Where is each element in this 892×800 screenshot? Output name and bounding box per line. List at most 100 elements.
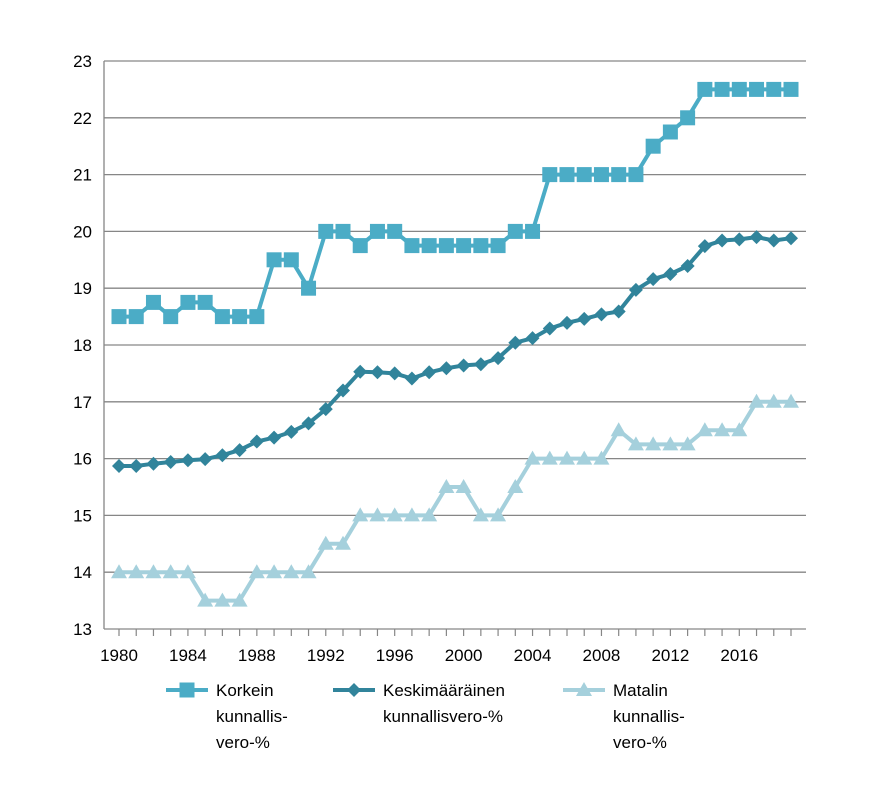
legend-label: vero-% <box>613 733 667 752</box>
y-tick-label: 15 <box>73 506 92 525</box>
data-point <box>472 507 489 522</box>
data-point <box>421 507 438 522</box>
data-point <box>610 422 627 437</box>
data-point <box>645 138 661 154</box>
y-tick-label: 23 <box>73 52 92 71</box>
series-line <box>119 87 791 319</box>
data-point <box>439 361 454 376</box>
data-point <box>456 238 472 254</box>
data-point <box>783 393 799 408</box>
legend-label: Keskimääräinen <box>383 681 505 700</box>
data-point <box>490 238 506 254</box>
data-point <box>215 448 230 463</box>
data-point <box>145 564 162 579</box>
data-point <box>714 422 731 437</box>
data-point <box>507 223 523 239</box>
series-2 <box>112 230 798 473</box>
data-point <box>248 564 265 579</box>
legend-marker <box>576 682 592 696</box>
series-3 <box>111 393 799 607</box>
data-point <box>128 564 145 579</box>
data-point <box>491 351 506 366</box>
data-point <box>214 592 231 607</box>
data-point <box>662 124 678 140</box>
data-point <box>197 592 214 607</box>
data-point <box>386 507 403 522</box>
x-tick-label: 2000 <box>445 646 483 665</box>
legend-item-2: Keskimääräinen kunnallisvero-% <box>333 681 505 726</box>
legend-label: Matalin <box>613 681 668 700</box>
legend-label: Korkein <box>216 681 274 700</box>
y-tick-label: 16 <box>73 450 92 469</box>
data-point <box>180 294 196 310</box>
data-point <box>593 450 610 465</box>
data-point <box>179 564 196 579</box>
data-point <box>352 238 368 254</box>
data-point <box>145 294 161 310</box>
y-tick-label: 18 <box>73 336 92 355</box>
data-point <box>473 357 488 372</box>
data-point <box>749 81 765 97</box>
data-point <box>765 393 782 408</box>
data-point <box>680 259 695 274</box>
data-point <box>525 223 541 239</box>
data-point <box>163 309 179 325</box>
data-point <box>214 309 230 325</box>
data-point <box>731 81 747 97</box>
data-point <box>301 416 316 431</box>
data-point <box>422 365 437 380</box>
data-point <box>335 223 351 239</box>
data-point <box>645 436 662 451</box>
data-point <box>249 309 265 325</box>
data-point <box>508 335 523 350</box>
data-point <box>283 564 300 579</box>
series-line <box>119 235 792 468</box>
data-point <box>594 307 609 322</box>
data-point <box>748 393 765 408</box>
data-point <box>403 507 420 522</box>
x-tick-label: 1984 <box>169 646 207 665</box>
y-tick-label: 22 <box>73 109 92 128</box>
data-point <box>129 458 144 473</box>
data-point <box>577 311 592 326</box>
data-point <box>336 383 350 398</box>
data-point <box>662 436 679 451</box>
data-point <box>541 450 558 465</box>
data-point <box>524 450 541 465</box>
legend-marker <box>179 682 195 698</box>
data-point <box>198 452 213 467</box>
data-point <box>317 535 334 550</box>
data-point <box>663 267 678 281</box>
data-point <box>559 450 575 465</box>
data-point <box>300 564 317 579</box>
series-line <box>119 399 791 603</box>
data-point <box>266 252 282 268</box>
data-point <box>318 223 334 239</box>
data-point <box>197 294 213 310</box>
x-tick-label: 2008 <box>583 646 621 665</box>
data-point <box>146 456 161 471</box>
data-point <box>749 230 764 245</box>
data-point <box>232 443 247 458</box>
x-tick-label: 2004 <box>514 646 552 665</box>
data-point <box>628 282 643 297</box>
data-point <box>404 238 420 254</box>
y-tick-label: 19 <box>73 279 92 298</box>
data-point <box>455 479 472 493</box>
data-point <box>112 458 126 473</box>
data-point <box>231 592 248 607</box>
data-point <box>456 358 471 373</box>
x-tick-label: 2012 <box>651 646 689 665</box>
axes: 13 14 15 16 17 18 19 20 21 22 23 1980 1984 1988 1992 19… <box>73 52 806 665</box>
data-point <box>697 239 712 254</box>
data-point <box>111 309 127 325</box>
data-point <box>283 252 299 268</box>
y-tick-label: 17 <box>73 393 92 412</box>
gridlines <box>104 60 806 573</box>
data-point <box>284 424 299 439</box>
x-tick-label: 2016 <box>720 646 758 665</box>
data-point <box>232 309 248 325</box>
legend-label: kunnallis- <box>216 707 288 726</box>
